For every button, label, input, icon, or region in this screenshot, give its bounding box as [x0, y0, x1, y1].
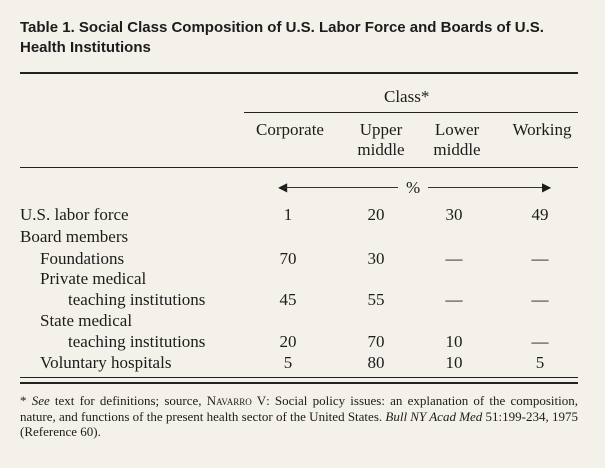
table-cell: 5 — [283, 353, 293, 372]
class-header-rule — [244, 112, 578, 113]
bottom-rule-1 — [20, 377, 578, 378]
table-cell: 30 — [367, 249, 385, 268]
table-cell: 30 — [445, 205, 463, 224]
table-cell: 1 — [283, 205, 293, 224]
table-cell: 49 — [531, 205, 549, 224]
row-label-board-members: Board members — [20, 227, 129, 246]
class-header: Class* — [384, 87, 430, 106]
column-header-lower-middle: Lower middle — [433, 120, 481, 159]
table-cell: 20 — [279, 332, 297, 351]
table-cell: 70 — [279, 249, 297, 268]
column-header-upper-middle: Upper middle — [357, 120, 405, 159]
left-arrow-icon: ◀ — [278, 180, 288, 194]
table-title: Table 1. Social Class Composition of U.S… — [20, 19, 544, 56]
table-cell: — — [445, 249, 463, 268]
top-rule — [20, 72, 578, 74]
table-cell: 55 — [367, 290, 385, 309]
footnote-text-1: text for definitions; source, — [49, 393, 207, 408]
table-cell: — — [445, 290, 463, 309]
table-cell: 20 — [367, 205, 385, 224]
percent-symbol: % — [406, 178, 421, 197]
footnote-journal: Bull NY Acad Med — [385, 408, 483, 424]
footnote-text-2: : Social policy issues: an explanation o… — [20, 393, 578, 424]
footnote-see: See — [31, 393, 50, 408]
table-cell: — — [531, 249, 549, 268]
bottom-rule-2 — [20, 382, 578, 384]
row-label-private-medical: Private medical — [40, 269, 147, 288]
table-footnote: * See text for definitions; source, Nava… — [20, 393, 578, 440]
row-label-labor-force: U.S. labor force — [20, 205, 129, 224]
right-arrow-line — [428, 187, 544, 188]
table-cell: 70 — [367, 332, 385, 351]
footnote-author: Navarro V — [206, 393, 267, 408]
column-header-corporate: Corporate — [256, 120, 324, 139]
row-label-state-teaching: teaching institutions — [68, 332, 206, 351]
percent-unit-row: ◀ % ▶ — [278, 178, 552, 198]
row-label-state-medical: State medical — [40, 311, 133, 330]
row-label-private-teaching: teaching institutions — [68, 290, 206, 309]
right-arrow-icon: ▶ — [542, 180, 552, 194]
header-rule — [20, 167, 578, 168]
footnote-text-3: 51:199-234, 1975 (Reference 60). — [20, 408, 578, 440]
table-cell: 5 — [535, 353, 545, 372]
table-cell: 80 — [367, 353, 385, 372]
table-cell: — — [531, 290, 549, 309]
table-cell: 10 — [445, 353, 463, 372]
table-cell: 10 — [445, 332, 463, 351]
table-cell: — — [531, 332, 549, 351]
row-label-foundations: Foundations — [40, 249, 125, 268]
row-label-voluntary-hospitals: Voluntary hospitals — [40, 353, 172, 372]
footnote-marker: * — [20, 393, 32, 408]
column-header-working: Working — [512, 120, 572, 139]
table-cell: 45 — [279, 290, 297, 309]
left-arrow-line — [284, 187, 398, 188]
